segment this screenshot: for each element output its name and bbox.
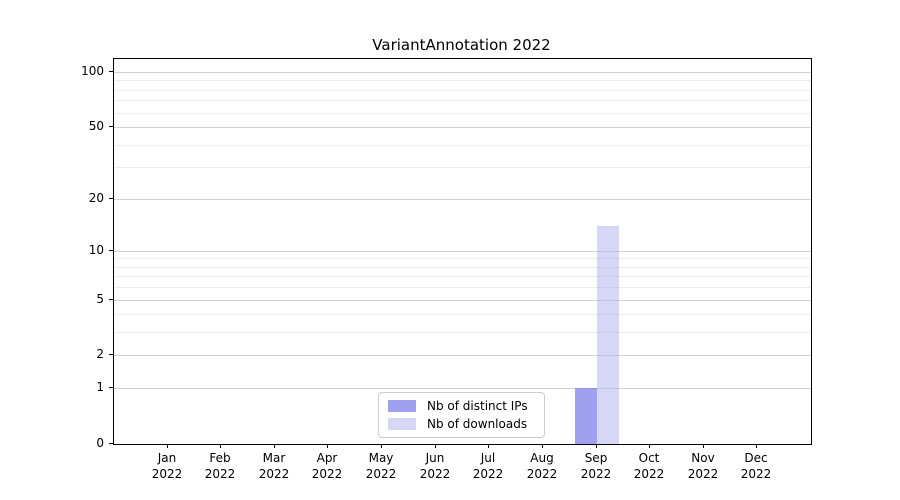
y-tick-label: 10 — [88, 243, 104, 257]
y-gridline-major — [114, 251, 811, 252]
x-tick-label: Sep 2022 — [580, 451, 612, 481]
legend: Nb of distinct IPs Nb of downloads — [378, 392, 545, 438]
x-axis-tick — [756, 444, 757, 448]
y-gridline-minor — [114, 258, 811, 259]
y-gridline-major — [114, 300, 811, 301]
y-axis-tick — [109, 387, 113, 388]
x-axis-tick — [435, 444, 436, 448]
x-tick-label: Mar 2022 — [258, 451, 290, 481]
y-tick-label: 50 — [88, 119, 104, 133]
y-gridline-minor — [114, 100, 811, 101]
bar-nb-of-downloads — [597, 225, 619, 444]
y-axis-tick — [109, 250, 113, 251]
x-tick-label: Nov 2022 — [687, 451, 719, 481]
y-tick-label: 0 — [96, 436, 104, 450]
x-axis-tick — [167, 444, 168, 448]
x-axis-tick — [488, 444, 489, 448]
legend-swatch — [388, 400, 416, 412]
y-gridline-major — [114, 199, 811, 200]
x-axis-tick — [703, 444, 704, 448]
y-gridline-minor — [114, 167, 811, 168]
x-tick-label: Oct 2022 — [633, 451, 665, 481]
bar-nb-of-distinct-ips — [575, 388, 597, 444]
x-axis-tick — [596, 444, 597, 448]
y-axis-tick — [109, 354, 113, 355]
y-gridline-minor — [114, 267, 811, 268]
y-gridline-major — [114, 355, 811, 356]
legend-item: Nb of downloads — [388, 417, 544, 432]
legend-label: Nb of downloads — [427, 416, 528, 431]
x-tick-label: Jul 2022 — [472, 451, 504, 481]
y-gridline-major — [114, 72, 811, 73]
y-tick-label: 20 — [88, 191, 104, 205]
y-tick-label: 100 — [81, 64, 104, 78]
y-gridline-minor — [114, 113, 811, 114]
x-tick-label: Feb 2022 — [204, 451, 236, 481]
y-gridline-major — [114, 388, 811, 389]
legend-label: Nb of distinct IPs — [427, 398, 528, 413]
legend-swatch — [388, 418, 416, 430]
y-axis-tick — [109, 71, 113, 72]
y-tick-label: 1 — [96, 380, 104, 394]
plot-area — [113, 58, 812, 445]
x-tick-label: Jan 2022 — [151, 451, 183, 481]
y-axis-tick — [109, 198, 113, 199]
x-axis-tick — [381, 444, 382, 448]
y-gridline-minor — [114, 314, 811, 315]
y-axis-tick — [109, 443, 113, 444]
x-axis-tick — [649, 444, 650, 448]
x-tick-label: Apr 2022 — [311, 451, 343, 481]
x-axis-tick — [274, 444, 275, 448]
legend-item: Nb of distinct IPs — [388, 399, 544, 414]
y-axis-tick — [109, 299, 113, 300]
y-gridline-minor — [114, 90, 811, 91]
x-axis-tick — [220, 444, 221, 448]
x-axis-tick — [542, 444, 543, 448]
y-gridline-minor — [114, 287, 811, 288]
y-tick-label: 5 — [96, 292, 104, 306]
y-gridline-minor — [114, 332, 811, 333]
x-tick-label: May 2022 — [365, 451, 397, 481]
y-gridline-minor — [114, 80, 811, 81]
y-tick-label: 2 — [96, 347, 104, 361]
y-gridline-major — [114, 127, 811, 128]
x-axis-tick — [327, 444, 328, 448]
x-tick-label: Dec 2022 — [740, 451, 772, 481]
x-tick-label: Aug 2022 — [526, 451, 558, 481]
x-tick-label: Jun 2022 — [419, 451, 451, 481]
y-gridline-minor — [114, 276, 811, 277]
y-gridline-minor — [114, 145, 811, 146]
chart-title: VariantAnnotation 2022 — [372, 36, 551, 54]
y-axis-tick — [109, 126, 113, 127]
